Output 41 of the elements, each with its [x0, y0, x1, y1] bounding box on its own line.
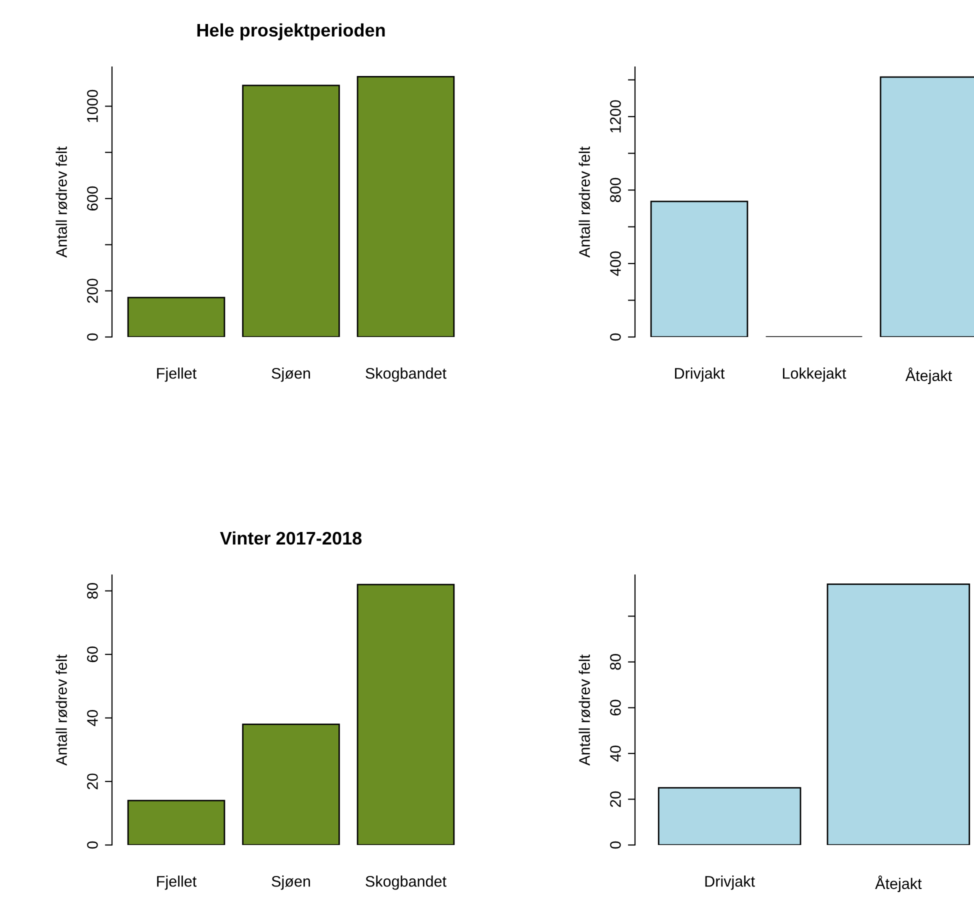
y-tick-label: 0	[610, 333, 621, 341]
bar	[242, 724, 340, 845]
y-tick-label: 40	[87, 710, 98, 726]
x-tick-label: Skogbandet	[366, 876, 446, 890]
x-tick-label: Sjøen	[272, 368, 310, 382]
x-tick-label: Åtejakt	[875, 876, 922, 892]
y-tick-label: 400	[610, 251, 621, 276]
y-axis-title: Antall rødrev felt	[56, 146, 68, 258]
y-tick-label: 80	[610, 654, 621, 670]
chart-title: Vinter 2017-2018	[220, 531, 362, 545]
x-tick-label: Skogbandet	[366, 368, 446, 382]
y-tick-label: 0	[610, 841, 621, 849]
y-tick-label: 1200	[610, 100, 621, 132]
x-tick-label: Åtejakt	[905, 368, 952, 384]
y-axis-title: Antall rødrev felt	[578, 146, 590, 258]
bar	[242, 84, 340, 337]
bar	[127, 800, 226, 845]
y-tick-label: 20	[610, 791, 621, 807]
chart-title: Hele prosjektperioden	[197, 23, 385, 40]
y-tick-label: 0	[87, 333, 98, 341]
x-tick-label: Sjøen	[272, 876, 310, 890]
x-tick-label: Drivjakt	[705, 876, 755, 890]
y-axis-title: Antall rødrev felt	[578, 654, 590, 766]
y-tick-label: 800	[610, 178, 621, 202]
y-tick-label: 20	[87, 774, 98, 790]
y-tick-label: 60	[610, 700, 621, 716]
y-tick-label: 0	[87, 841, 98, 849]
x-tick-label: Lokkejakt	[782, 368, 846, 382]
x-tick-label: Fjellet	[157, 876, 197, 890]
bar	[127, 296, 226, 337]
bar	[356, 76, 455, 337]
y-tick-label: 1000	[87, 90, 98, 122]
y-tick-label: 80	[87, 582, 98, 599]
bar	[356, 584, 455, 845]
y-tick-label: 600	[87, 186, 98, 211]
y-axis-title: Antall rødrev felt	[56, 654, 68, 766]
y-tick-label: 200	[87, 278, 98, 303]
x-tick-label: Drivjakt	[675, 368, 725, 382]
y-tick-label: 40	[610, 746, 621, 762]
y-tick-label: 60	[87, 646, 98, 662]
x-tick-label: Fjellet	[157, 368, 197, 382]
